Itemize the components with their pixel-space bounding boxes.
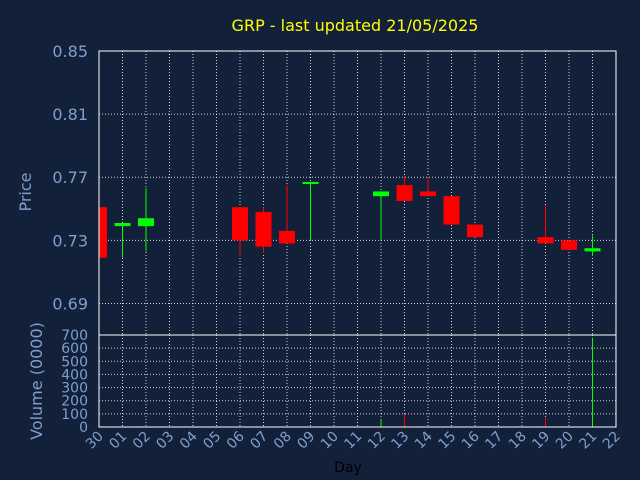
- price-y-ticks: 0.85 0.81 0.77 0.73 0.69: [52, 42, 88, 313]
- candle-body: [138, 218, 154, 227]
- volume-tick-label: 300: [61, 381, 88, 397]
- candle-body: [443, 196, 460, 225]
- price-tick-label: 0.77: [52, 168, 88, 187]
- volume-bars: [380, 337, 593, 427]
- candle-body: [396, 185, 413, 201]
- candle-body: [279, 230, 295, 244]
- price-tick-label: 0.73: [52, 231, 88, 250]
- volume-panel-frame: [98, 334, 617, 428]
- candle-body: [255, 211, 272, 247]
- candle-body: [537, 237, 554, 244]
- volume-tick-label: 600: [61, 341, 88, 357]
- candle-body: [373, 191, 389, 197]
- x-axis-label: Day: [334, 460, 362, 476]
- candle-body: [232, 207, 248, 241]
- volume-tick-label: 500: [61, 354, 88, 370]
- price-axis-label: Price: [16, 172, 35, 211]
- price-candles: [98, 175, 601, 258]
- price-tick-label: 0.85: [52, 42, 88, 61]
- volume-tick-label: 400: [61, 367, 88, 383]
- volume-tick-label: 200: [61, 394, 88, 410]
- candle-body: [99, 207, 107, 258]
- candle-body: [420, 191, 436, 197]
- volume-tick-label: 100: [61, 407, 88, 423]
- volume-axis-label: Volume (0000): [27, 322, 46, 440]
- volume-tick-label: 700: [61, 328, 88, 344]
- candle-body: [114, 222, 131, 227]
- candle-body: [561, 240, 577, 250]
- volume-tick-label: 0: [79, 420, 88, 436]
- candle-body: [302, 181, 319, 184]
- chart-title: GRP - last updated 21/05/2025: [232, 16, 479, 35]
- x-axis-ticks: 30 01 02 03 04 05 06 07 08 09 10 11 12 13 14 15 16 17 18 19…: [83, 428, 624, 452]
- candle-body: [584, 248, 601, 252]
- price-tick-label: 0.69: [52, 294, 88, 313]
- candle-body: [467, 224, 483, 238]
- price-tick-label: 0.81: [52, 105, 88, 124]
